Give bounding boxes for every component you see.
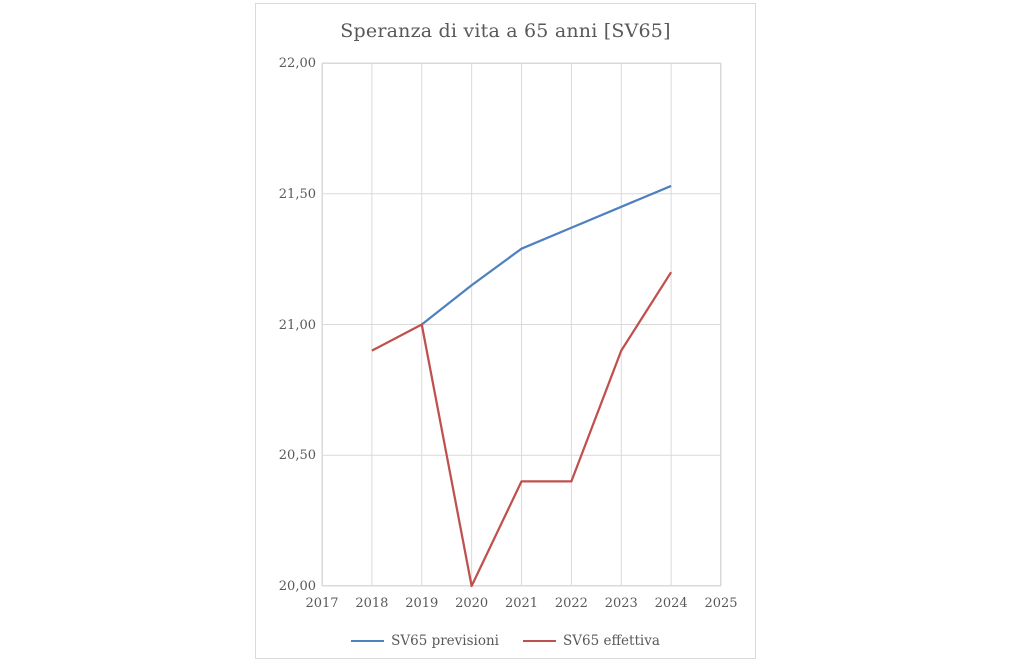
y-tick-label: 21,50: [278, 186, 316, 202]
legend: SV65 previsioni SV65 effettiva: [256, 633, 755, 649]
legend-line-swatch: [523, 640, 556, 642]
x-tick-label: 2023: [604, 596, 638, 611]
x-tick-label: 2019: [405, 596, 439, 611]
legend-item-1: SV65 effettiva: [523, 633, 660, 649]
legend-item-0: SV65 previsioni: [351, 633, 499, 649]
x-tick-label: 2021: [504, 596, 539, 611]
series-line-1: [371, 271, 673, 588]
series-line-0: [421, 184, 672, 326]
chart-title: Speranza di vita a 65 anni [SV65]: [340, 20, 671, 42]
line-plot: [321, 62, 722, 588]
plot-border: [322, 63, 721, 586]
x-tick-label: 2017: [305, 596, 339, 611]
y-tick-label: 22,00: [278, 56, 316, 71]
x-tick-label: 2025: [704, 596, 738, 611]
y-tick-label: 20,50: [278, 448, 316, 464]
y-tick-label: 21,00: [278, 317, 316, 333]
chart-container: Speranza di vita a 65 anni [SV65] 22,00 2…: [255, 3, 756, 659]
x-tick-label: 2020: [455, 596, 489, 611]
x-tick-label: 2018: [355, 596, 389, 611]
legend-label: SV65 previsioni: [391, 633, 499, 649]
x-tick-label: 2022: [554, 596, 588, 611]
legend-line-swatch: [351, 640, 385, 642]
x-tick-label: 2024: [654, 596, 688, 611]
y-tick-label: 20,00: [278, 579, 316, 594]
legend-label: SV65 effettiva: [563, 633, 660, 649]
